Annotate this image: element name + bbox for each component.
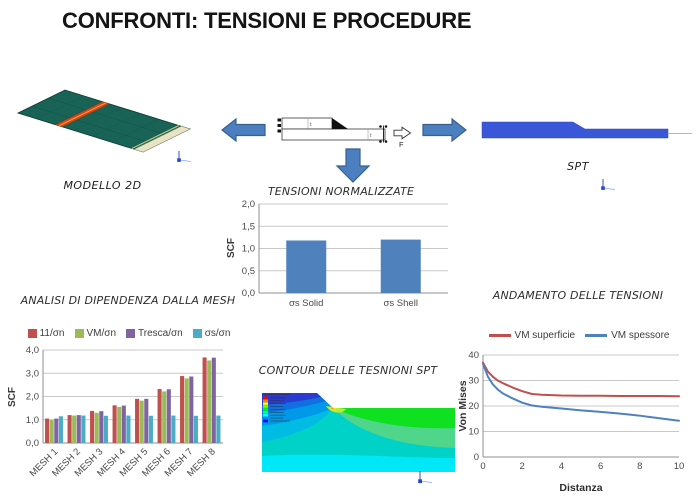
svg-text:2,0: 2,0 xyxy=(26,392,39,403)
svg-text:0,0: 0,0 xyxy=(242,288,255,299)
svg-text:3,0: 3,0 xyxy=(26,368,39,379)
legend-color-swatch xyxy=(74,329,84,338)
dimension-label: t xyxy=(310,122,312,128)
legend-item: VM superficie xyxy=(488,330,576,341)
legend-label: 11/σn xyxy=(39,328,65,339)
legend-item: σs/σn xyxy=(192,328,231,339)
chart-title-andamento: ANDAMENTO DELLE TENSIONI xyxy=(492,289,664,302)
arrow-right-icon xyxy=(422,117,467,143)
mesh-chart-legend: 11/σn VM/σn Tresca/σn σs/σn xyxy=(8,328,250,339)
force-label: F xyxy=(399,140,404,149)
andamento-chart-legend: VM superficie VM spessore xyxy=(458,330,700,341)
legend-item: VM spessore xyxy=(585,330,669,341)
legend-line-swatch xyxy=(585,334,608,337)
legend-color-swatch xyxy=(126,329,136,338)
svg-text:Von Mises: Von Mises xyxy=(457,380,469,431)
svg-text:10: 10 xyxy=(674,461,685,472)
chart-title-mesh: ANALISI DI DIPENDENZA DALLA MESH xyxy=(20,294,236,307)
svg-text:4,0: 4,0 xyxy=(26,345,39,356)
page-title: CONFRONTI: TENSIONI E PROCEDURE xyxy=(62,8,472,33)
svg-text:0: 0 xyxy=(480,461,485,472)
svg-text:2,0: 2,0 xyxy=(242,199,255,210)
contour-plot xyxy=(262,393,455,472)
modello-2d-label: MODELLO 2D xyxy=(63,179,142,192)
legend-label: VM superficie xyxy=(514,330,576,341)
svg-text:SCF: SCF xyxy=(7,387,18,407)
legend-item: 11/σn xyxy=(27,328,65,339)
legend-label: VM/σn xyxy=(86,328,117,339)
legend-label: VM spessore xyxy=(611,330,670,341)
svg-text:40: 40 xyxy=(468,350,479,361)
svg-text:20: 20 xyxy=(468,401,479,412)
svg-text:σs Shell: σs Shell xyxy=(384,298,418,309)
svg-text:0,5: 0,5 xyxy=(242,266,255,277)
contour-legend-colorbar xyxy=(263,394,290,423)
chart-title-tensioni: TENSIONI NORMALIZZATE xyxy=(267,185,415,198)
svg-text:0: 0 xyxy=(474,452,479,463)
svg-text:1,5: 1,5 xyxy=(242,221,255,232)
svg-text:10: 10 xyxy=(468,427,479,438)
svg-text:1,0: 1,0 xyxy=(26,415,39,426)
legend-label: σs/σn xyxy=(204,328,231,339)
andamento-tensioni-chart: 0 10 20 30 40 Von Mises 0 2 4 6 8 10 Distanza xyxy=(457,350,685,494)
modello-2d-figure xyxy=(16,89,192,153)
spt-label: SPT xyxy=(567,160,589,173)
legend-item: Tresca/σn xyxy=(126,328,183,339)
svg-text:σs Solid: σs Solid xyxy=(289,298,323,309)
dimension-label: t xyxy=(370,133,372,139)
svg-text:2: 2 xyxy=(520,461,525,472)
tensioni-normalizzate-chart: 0,0 0,5 1,0 1,5 2,0 SCF σs Solid σs Shell xyxy=(226,199,448,309)
svg-text:SCF: SCF xyxy=(226,238,237,258)
svg-text:30: 30 xyxy=(468,376,479,387)
svg-text:4: 4 xyxy=(559,461,564,472)
arrow-down-icon xyxy=(335,148,371,183)
schematic-figure: t t F xyxy=(277,117,412,149)
legend-color-swatch xyxy=(192,329,202,338)
svg-text:6: 6 xyxy=(598,461,603,472)
legend-item: VM/σn xyxy=(74,328,117,339)
legend-color-swatch xyxy=(27,329,37,338)
svg-text:Distanza: Distanza xyxy=(559,482,602,494)
axis-triad-icon xyxy=(601,179,616,190)
svg-text:0,0: 0,0 xyxy=(26,438,39,449)
arrow-left-icon xyxy=(221,117,266,143)
axis-triad-icon xyxy=(418,471,433,484)
legend-line-swatch xyxy=(488,334,511,337)
contour-title: CONTOUR DELLE TESNIONI SPT xyxy=(258,364,438,377)
legend-label: Tresca/σn xyxy=(138,328,183,339)
svg-text:8: 8 xyxy=(637,461,642,472)
spt-figure xyxy=(481,121,692,139)
axis-triad-icon xyxy=(177,151,192,162)
svg-text:1,0: 1,0 xyxy=(242,244,255,255)
